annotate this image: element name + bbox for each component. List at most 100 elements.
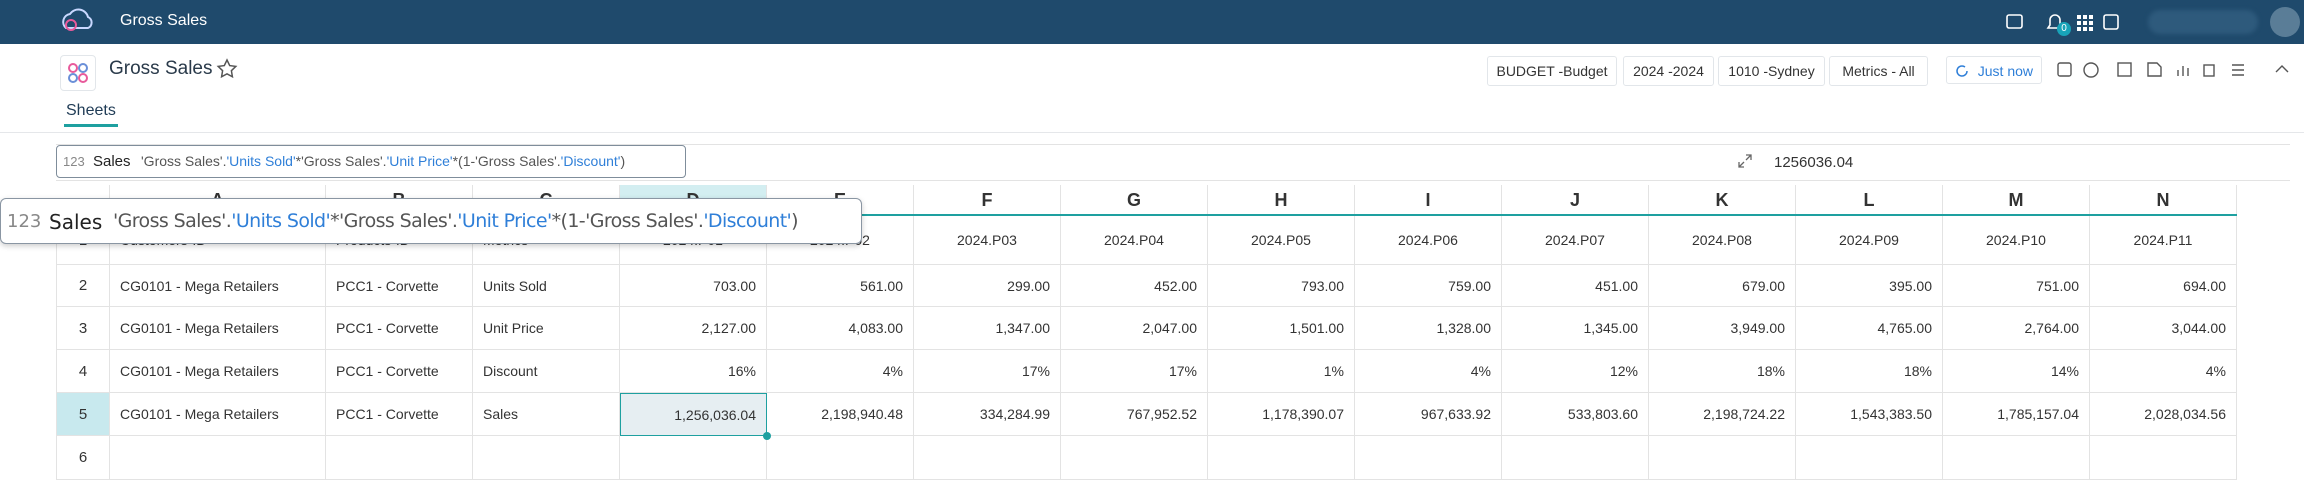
cell: Unit Price [473,307,620,350]
app-icon [60,55,96,91]
cell: 3,949.00 [1649,307,1796,350]
empty-cell [1355,436,1502,480]
cell: 759.00 [1355,265,1502,307]
cell: 1,543,383.50 [1796,393,1943,436]
cell: 2,127.00 [620,307,767,350]
avatar[interactable] [2270,7,2300,37]
cell: 17% [1061,350,1208,393]
filter-button[interactable]: 2024 -2024 [1623,56,1714,86]
filter-button[interactable]: BUDGET -Budget [1487,56,1617,86]
tab[interactable]: Sheets [66,102,116,119]
empty-cell [110,436,326,480]
empty-cell [914,436,1061,480]
empty-cell [620,436,767,480]
page-title: Gross Sales [109,58,213,79]
formula-token: 'Discount' [560,153,621,169]
header-underline [110,214,2237,216]
cell: 679.00 [1649,265,1796,307]
cell: 452.00 [1061,265,1208,307]
column-header: J [1502,185,1649,216]
cell: 703.00 [620,265,767,307]
cell: 4,765.00 [1796,307,1943,350]
top-icons[interactable] [2000,10,2140,36]
column-header: L [1796,185,1943,216]
cell: 334,284.99 [914,393,1061,436]
empty-cell [1502,436,1649,480]
formula-token: *(1-'Gross Sales'. [551,210,704,232]
cell: 2,198,724.22 [1649,393,1796,436]
empty-cell [1061,436,1208,480]
filter-button[interactable]: Metrics - All [1829,56,1928,86]
cell: 4% [2090,350,2237,393]
app-title: Gross Sales [120,12,208,29]
cell: 1,347.00 [914,307,1061,350]
cell: 4% [767,350,914,393]
formula-token: 'Units Sold' [226,153,296,169]
cell: 2024.P08 [1649,216,1796,265]
cell: 2024.P10 [1943,216,2090,265]
favorite-star[interactable] [216,58,238,80]
formula-token: 'Gross Sales'. [141,153,227,169]
tab-underline [64,124,118,127]
cell-value: 1256036.04 [1774,154,1854,171]
cell: 12% [1502,350,1649,393]
formula-input[interactable]: 123 Sales 'Gross Sales'.'Units Sold'*'Gr… [56,145,686,178]
empty-cell [473,436,620,480]
logo [62,8,93,31]
divider [0,132,2304,133]
empty-cell [1208,436,1355,480]
formula-token: *'Gross Sales'. [330,210,458,232]
cell: Discount [473,350,620,393]
empty-cell [1943,436,2090,480]
cell: 2,047.00 [1061,307,1208,350]
top-bar: Gross Sales 0 [0,0,2304,44]
formula-token: 'Unit Price' [457,210,552,232]
column-header: K [1649,185,1796,216]
formula-token: 'Unit Price' [386,153,453,169]
user-name-blurred [2148,10,2258,34]
empty-cell [1796,436,1943,480]
formula-token: *(1-'Gross Sales'. [452,153,561,169]
cell: 2024.P07 [1502,216,1649,265]
cell: 1,501.00 [1208,307,1355,350]
row-number: 6 [56,436,110,480]
cell: 2,028,034.56 [2090,393,2237,436]
cell: 694.00 [2090,265,2237,307]
cell: 1,345.00 [1502,307,1649,350]
column-header: H [1208,185,1355,216]
empty-cell [767,436,914,480]
type-icon: 123 [7,211,42,232]
formula-name: Sales [93,153,131,170]
cell: 17% [914,350,1061,393]
cell: 2,198,940.48 [767,393,914,436]
cell: Units Sold [473,265,620,307]
cell: 2024.P04 [1061,216,1208,265]
cell: PCC1 - Corvette [326,350,473,393]
cell: 767,952.52 [1061,393,1208,436]
cell: 4,083.00 [767,307,914,350]
column-header: G [1061,185,1208,216]
cell: 2024.P06 [1355,216,1502,265]
cell: Sales [473,393,620,436]
formula-token: ) [620,153,626,169]
toolbar-icons[interactable] [2054,58,2294,82]
empty-cell [326,436,473,480]
cell: CG0101 - Mega Retailers [110,265,326,307]
formula-token: 'Discount' [703,210,792,232]
cell: 1,328.00 [1355,307,1502,350]
column-header: I [1355,185,1502,216]
cell: 4% [1355,350,1502,393]
formula-bar [56,144,2290,181]
refresh-button[interactable]: Just now [1946,56,2042,84]
notification-badge: 0 [2057,22,2071,36]
filter-button[interactable]: 1010 -Sydney [1718,56,1825,86]
column-header: F [914,185,1061,216]
cell: 18% [1649,350,1796,393]
cell: 451.00 [1502,265,1649,307]
cell: PCC1 - Corvette [326,393,473,436]
empty-cell [1649,436,1796,480]
cell: 1,256,036.04 [620,393,767,436]
cell: 14% [1943,350,2090,393]
expand-icon[interactable] [1737,153,1753,169]
cell: 2024.P03 [914,216,1061,265]
